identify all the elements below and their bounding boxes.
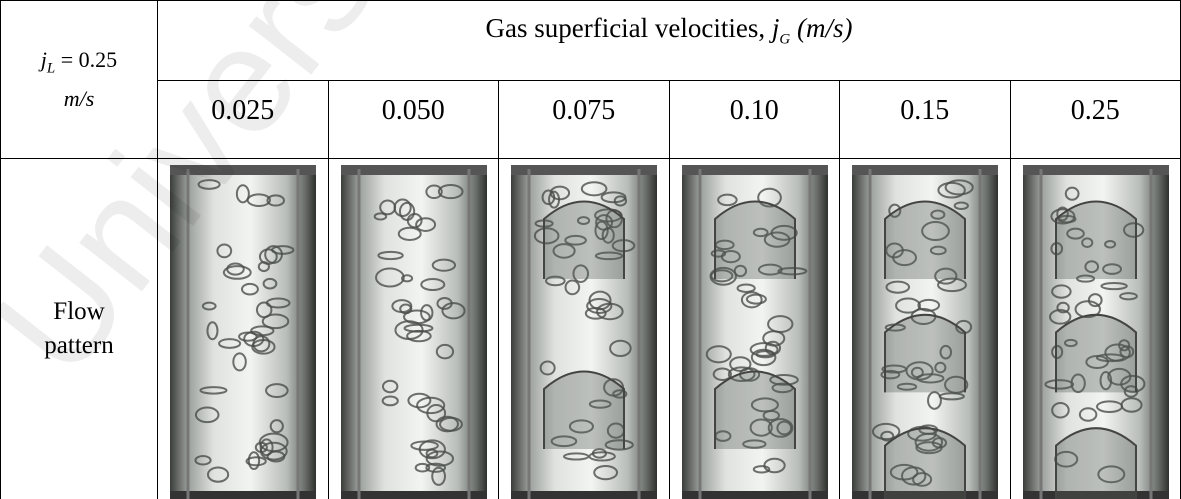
page: jL = 0.25 m/s Gas superficial velocities… bbox=[0, 0, 1181, 499]
photo-cell bbox=[840, 159, 1011, 499]
tube-top bbox=[1023, 165, 1169, 175]
flow-table: jL = 0.25 m/s Gas superficial velocities… bbox=[0, 0, 1181, 499]
flow-photo bbox=[670, 159, 840, 499]
flow-photo bbox=[1011, 159, 1181, 499]
value-row: 0.0250.0500.0750.100.150.25 bbox=[1, 81, 1181, 159]
velocity-value: 0.15 bbox=[840, 81, 1011, 159]
taylor-bubble bbox=[885, 202, 965, 280]
velocity-value: 0.050 bbox=[328, 81, 499, 159]
photo-cell bbox=[158, 159, 329, 499]
tube-bottom bbox=[170, 491, 316, 499]
taylor-bubble bbox=[885, 315, 965, 393]
taylor-bubble bbox=[715, 372, 795, 450]
subscript: L bbox=[47, 61, 55, 77]
photo-cell bbox=[328, 159, 499, 499]
flow-photo bbox=[840, 159, 1010, 499]
velocity-value: 0.10 bbox=[669, 81, 840, 159]
image-row: Flow pattern bbox=[1, 159, 1181, 499]
velocity-value: 0.075 bbox=[499, 81, 670, 159]
velocity-value: 0.25 bbox=[1010, 81, 1181, 159]
row-label-cell: Flow pattern bbox=[1, 159, 158, 499]
tube-bottom bbox=[341, 491, 487, 499]
tube-bottom bbox=[511, 491, 657, 499]
unit: m/s bbox=[64, 86, 95, 111]
tube-top bbox=[170, 165, 316, 175]
velocity-value: 0.025 bbox=[158, 81, 329, 159]
photo-cell bbox=[669, 159, 840, 499]
subscript: G bbox=[779, 31, 790, 47]
taylor-bubble bbox=[715, 202, 795, 280]
taylor-bubble bbox=[1056, 428, 1136, 499]
header-cell: Gas superficial velocities, jG (m/s) bbox=[158, 1, 1181, 81]
photo-cell bbox=[1010, 159, 1181, 499]
tube-bottom bbox=[682, 491, 828, 499]
corner-cell: jL = 0.25 m/s bbox=[1, 1, 158, 159]
flow-photo bbox=[158, 159, 328, 499]
tube-top bbox=[341, 165, 487, 175]
header-row: jL = 0.25 m/s Gas superficial velocities… bbox=[1, 1, 1181, 81]
tube-top bbox=[682, 165, 828, 175]
taylor-bubble bbox=[544, 202, 624, 280]
flow-photo bbox=[499, 159, 669, 499]
taylor-bubble bbox=[1056, 202, 1136, 280]
row-label: Flow pattern bbox=[34, 295, 124, 363]
tube bbox=[170, 165, 316, 499]
unit: (m/s) bbox=[797, 13, 853, 43]
tube-top bbox=[511, 165, 657, 175]
header-label: Gas superficial velocities, bbox=[485, 13, 765, 43]
taylor-bubble bbox=[885, 428, 965, 499]
taylor-bubble bbox=[1056, 315, 1136, 393]
relation: = 0.25 bbox=[61, 47, 117, 72]
flow-photo bbox=[329, 159, 499, 499]
photo-cell bbox=[499, 159, 670, 499]
taylor-bubble bbox=[544, 372, 624, 450]
tube-top bbox=[852, 165, 998, 175]
